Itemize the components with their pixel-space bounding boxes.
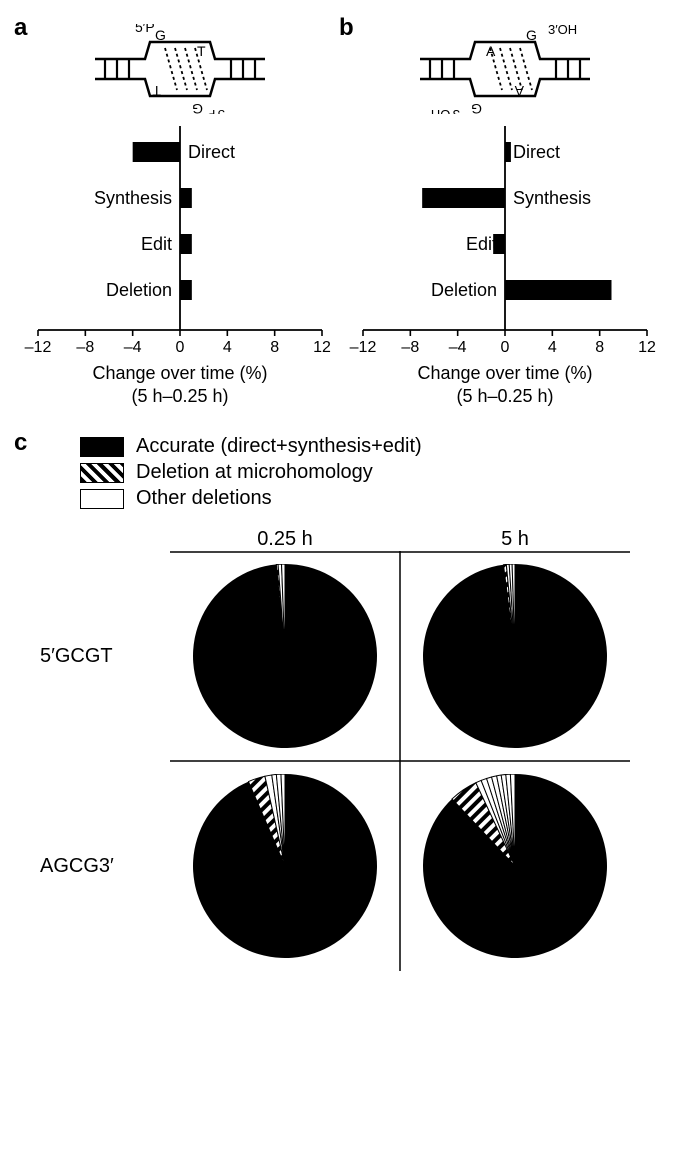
svg-text:5′P: 5′P — [135, 24, 155, 35]
svg-text:0: 0 — [501, 339, 510, 356]
panels-ab-row: a GTGT5′P5′P –12–8–404812DirectSynthesis… — [20, 20, 665, 407]
panel-a-xlabel-line1: Change over time (%) — [92, 363, 267, 383]
legend-swatch — [80, 463, 124, 483]
panel-b-xlabel: Change over time (%) (5 h–0.25 h) — [345, 362, 665, 407]
svg-text:3′OH: 3′OH — [431, 107, 460, 114]
svg-text:G: G — [526, 27, 537, 43]
pie-cell — [400, 564, 630, 748]
pie-row: AGCG3′ — [40, 761, 640, 971]
pie-chart — [423, 564, 607, 748]
panel-a-xlabel-line2: (5 h–0.25 h) — [131, 386, 228, 406]
svg-text:G: G — [471, 101, 482, 114]
svg-text:A: A — [486, 43, 496, 59]
svg-text:Edit: Edit — [466, 234, 497, 254]
pie-col-header: 0.25 h — [170, 528, 400, 551]
svg-text:–12: –12 — [25, 339, 52, 356]
panel-b-label: b — [339, 14, 354, 42]
panel-b-xlabel-line1: Change over time (%) — [417, 363, 592, 383]
svg-text:8: 8 — [270, 339, 279, 356]
svg-text:Synthesis: Synthesis — [94, 188, 172, 208]
panel-c-legend: Accurate (direct+synthesis+edit) Deletion… — [80, 435, 665, 510]
pie-chart — [193, 564, 377, 748]
svg-text:Edit: Edit — [141, 234, 172, 254]
panel-a-dna-diagram: G T G T 5′P 5′P — [75, 24, 285, 114]
pie-rows: 5′GCGT AGCG3′ — [40, 551, 640, 971]
panel-a-label: a — [14, 14, 27, 42]
svg-text:A: A — [514, 83, 524, 99]
legend-swatch — [80, 489, 124, 509]
svg-text:–8: –8 — [76, 339, 94, 356]
svg-text:–12: –12 — [350, 339, 377, 356]
svg-text:8: 8 — [595, 339, 604, 356]
svg-text:0: 0 — [176, 339, 185, 356]
svg-text:12: 12 — [313, 339, 331, 356]
pie-chart — [423, 774, 607, 958]
pie-cell — [170, 564, 400, 748]
svg-text:T: T — [152, 83, 161, 99]
svg-text:G: G — [192, 101, 203, 114]
legend-label: Accurate (direct+synthesis+edit) — [136, 435, 422, 458]
legend-item: Accurate (direct+synthesis+edit) — [80, 435, 665, 458]
pie-chart — [193, 774, 377, 958]
svg-text:5′P: 5′P — [207, 107, 225, 114]
pie-row-label: 5′GCGT — [40, 645, 170, 668]
svg-text:12: 12 — [638, 339, 656, 356]
panel-b: b AGGA3′OH3′OH –12–8–404812DirectSynthes… — [345, 20, 665, 407]
legend-swatch — [80, 437, 124, 457]
pie-col-header: 5 h — [400, 528, 630, 551]
svg-text:–8: –8 — [401, 339, 419, 356]
panel-a-barchart: –12 –8 –4 0 4 8 12 Direct Synthesis Edit Deletion — [20, 120, 340, 360]
legend-item: Other deletions — [80, 487, 665, 510]
svg-text:Direct: Direct — [513, 142, 560, 162]
panel-c: c Accurate (direct+synthesis+edit)Deleti… — [20, 435, 665, 971]
panel-a: a GTGT5′P5′P –12–8–404812DirectSynthesis… — [20, 20, 340, 407]
svg-text:Synthesis: Synthesis — [513, 188, 591, 208]
legend-item: Deletion at microhomology — [80, 461, 665, 484]
svg-text:Direct: Direct — [188, 142, 235, 162]
svg-text:3′OH: 3′OH — [548, 24, 577, 37]
panel-b-xlabel-line2: (5 h–0.25 h) — [456, 386, 553, 406]
panel-c-label: c — [14, 429, 27, 457]
panel-b-barchart: –12 –8 –4 0 4 8 12 Direct Synthesis Edit Deletion — [345, 120, 665, 360]
svg-text:Deletion: Deletion — [431, 280, 497, 300]
legend-label: Deletion at microhomology — [136, 461, 373, 484]
pie-row-label: AGCG3′ — [40, 855, 170, 878]
pie-cell — [400, 774, 630, 958]
legend-label: Other deletions — [136, 487, 272, 510]
svg-text:Deletion: Deletion — [106, 280, 172, 300]
svg-text:T: T — [197, 43, 206, 59]
svg-text:G: G — [155, 27, 166, 43]
svg-text:4: 4 — [223, 339, 232, 356]
pie-col-headers: 0.25 h5 h — [170, 528, 640, 551]
pie-row: 5′GCGT — [40, 551, 640, 761]
pie-grid: 0.25 h5 h 5′GCGT AGCG3′ — [40, 528, 640, 971]
panel-b-dna-diagram: A G G A 3′OH 3′OH — [400, 24, 610, 114]
svg-text:–4: –4 — [449, 339, 467, 356]
svg-text:4: 4 — [548, 339, 557, 356]
pie-cell — [170, 774, 400, 958]
svg-text:–4: –4 — [124, 339, 142, 356]
panel-a-xlabel: Change over time (%) (5 h–0.25 h) — [20, 362, 340, 407]
